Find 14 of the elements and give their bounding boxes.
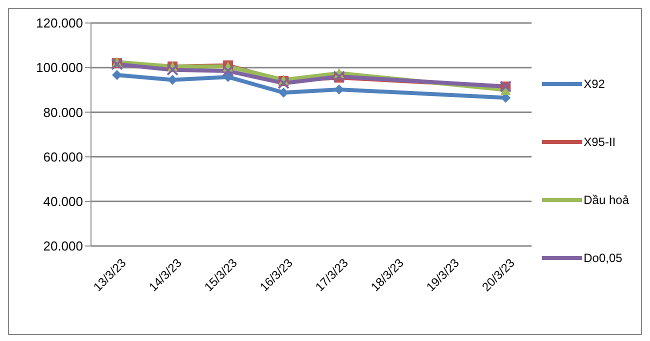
legend-label: X92	[582, 76, 606, 90]
point	[166, 64, 179, 76]
point	[222, 64, 234, 77]
y-tick-label: 120.000	[36, 16, 83, 31]
legend-label: Dầu hoả	[582, 192, 629, 206]
y-tick-label: 60.000	[43, 149, 83, 164]
y-tick-label: 80.000	[43, 104, 83, 120]
point	[278, 77, 290, 90]
y-tick-label: 20.000	[43, 238, 83, 254]
legend-label: Do0,05	[582, 250, 624, 264]
legend-label: X95-II	[582, 134, 617, 148]
y-tick-label: 40.000	[43, 194, 83, 210]
y-tick-label: 100.000	[36, 60, 83, 76]
point	[112, 70, 122, 80]
